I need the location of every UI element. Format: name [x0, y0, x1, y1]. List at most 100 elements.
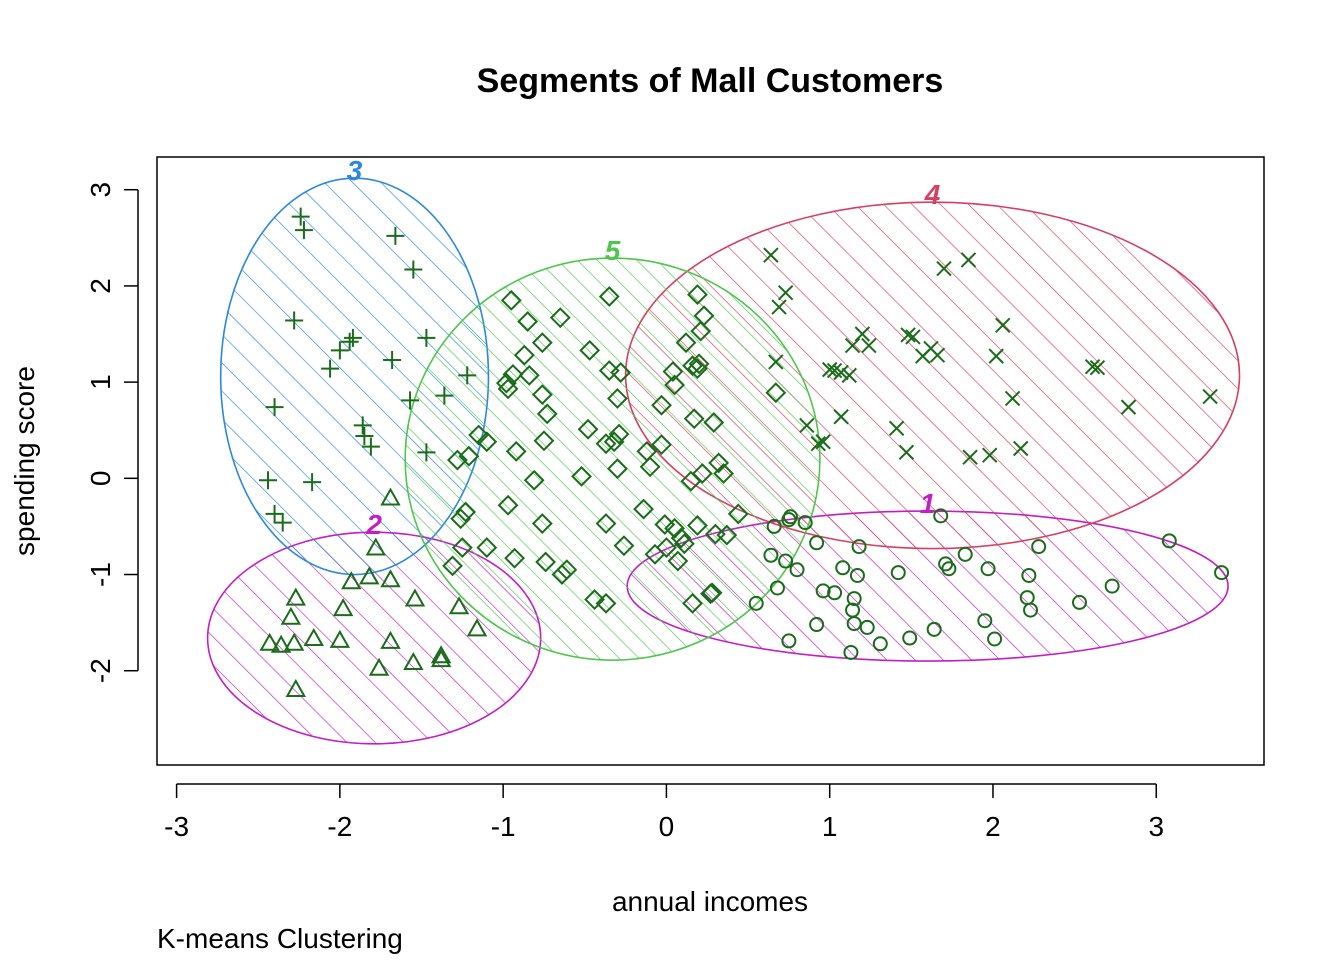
cluster-2-point: [285, 678, 306, 697]
cluster-5-point: [505, 440, 527, 462]
cluster-5-point: [497, 378, 519, 400]
cluster-1-point: [815, 583, 831, 599]
plot-frame: [156, 156, 1265, 766]
cluster-1-point: [987, 631, 1003, 647]
cluster-4-point: [854, 326, 871, 342]
cluster-5-point: [703, 412, 725, 433]
cluster-5-point: [500, 289, 522, 311]
cluster-5-point: [651, 434, 672, 456]
cluster-2-point: [259, 632, 280, 651]
cluster-3-point: [458, 366, 477, 385]
cluster-4-point: [995, 317, 1011, 334]
cluster-4-point: [988, 348, 1004, 364]
cluster-4-point: [962, 449, 978, 465]
cluster-5-point: [656, 537, 677, 558]
cluster-1-point: [926, 621, 942, 637]
cluster-3-point: [435, 386, 454, 405]
cluster-5-point: [691, 463, 713, 484]
cluster-1-point: [778, 553, 794, 569]
cluster-5-point: [531, 384, 553, 406]
cluster-1-point: [843, 644, 859, 660]
cluster-1-point: [859, 619, 875, 635]
cluster-2-point: [430, 645, 452, 664]
cluster-1-point: [769, 580, 785, 596]
cluster-2-point: [466, 618, 488, 637]
cluster-3-point: [340, 332, 359, 351]
cluster-4-point: [777, 284, 794, 301]
cluster-4-point: [1120, 399, 1137, 415]
x-tick-label: 0: [659, 811, 675, 842]
cluster-4-point: [900, 327, 916, 343]
cluster-3-point: [361, 437, 380, 456]
cluster-5-point: [664, 517, 685, 539]
cluster-4-point: [929, 347, 946, 363]
cluster-5-point: [595, 433, 617, 455]
cluster-3-point: [386, 226, 405, 245]
cluster-2-point: [270, 634, 292, 653]
cluster-3-point: [265, 504, 284, 523]
cluster-3-point: [303, 473, 322, 492]
cluster-4-point: [888, 420, 905, 436]
cluster-3-point: [355, 426, 374, 445]
cluster-5-point: [667, 550, 689, 572]
cluster-2-point: [448, 596, 470, 615]
cluster-5-point: [577, 418, 599, 440]
cluster-5-point: [551, 564, 573, 585]
cluster-5-point: [633, 498, 654, 520]
cluster-5-point: [701, 582, 723, 604]
cluster-5-point: [690, 320, 712, 342]
y-tick-label: 3: [85, 182, 116, 198]
cluster-4-point: [898, 444, 915, 461]
cluster-2-point: [430, 649, 452, 668]
cluster-3-point: [417, 443, 436, 462]
cluster-5-point: [517, 311, 539, 332]
cluster-4-point: [861, 337, 877, 354]
cluster-5-point: [687, 515, 708, 536]
cluster-4-point: [905, 329, 921, 345]
cluster-4-point: [763, 247, 779, 263]
cluster-5-point: [727, 503, 749, 525]
cluster-2-point: [404, 588, 426, 607]
cluster-1-point: [846, 616, 862, 632]
cluster-5-point: [662, 361, 684, 382]
cluster-2-point: [280, 606, 302, 625]
cluster-5-point: [639, 456, 661, 478]
cluster-1-point: [797, 515, 813, 531]
cluster-4-point: [844, 337, 861, 354]
cluster-1-point: [809, 535, 825, 551]
cluster-5-point: [673, 533, 695, 555]
cluster-5-label: 5: [605, 235, 621, 266]
cluster-3-point: [404, 260, 423, 279]
cluster-5-point: [455, 501, 477, 523]
cluster-5-point: [654, 514, 676, 535]
cluster-5-point: [664, 374, 685, 396]
cluster-5-point: [688, 353, 710, 375]
cluster-1-point: [789, 562, 805, 578]
cluster-4-point: [833, 409, 849, 425]
cluster-1-point: [1161, 533, 1177, 549]
cluster-5-point: [651, 394, 672, 416]
x-axis-label: annual incomes: [612, 886, 808, 917]
cluster-1-point: [809, 617, 825, 633]
cluster-5-point: [675, 332, 697, 354]
cluster-3-point: [353, 416, 372, 435]
chart-subtitle: K-means Clustering: [157, 923, 403, 954]
cluster-1-point: [851, 539, 867, 555]
cluster-2-point: [341, 571, 362, 590]
cluster-4-point: [815, 434, 831, 450]
cluster-5-point: [531, 513, 553, 534]
cluster-4-point: [810, 435, 826, 452]
cluster-1-point: [835, 560, 851, 576]
cluster-5-point: [708, 452, 730, 474]
cluster-5-point: [468, 424, 490, 446]
cluster-5-point: [716, 524, 738, 546]
cluster-4-point: [936, 260, 952, 277]
cluster-5-point: [458, 445, 480, 467]
cluster-1-point: [781, 633, 797, 649]
cluster-5-point: [598, 286, 620, 307]
cluster-4-point: [1004, 390, 1021, 407]
cluster-1-point: [933, 508, 949, 524]
cluster-5-point: [595, 513, 617, 534]
x-tick-label: 1: [822, 811, 838, 842]
